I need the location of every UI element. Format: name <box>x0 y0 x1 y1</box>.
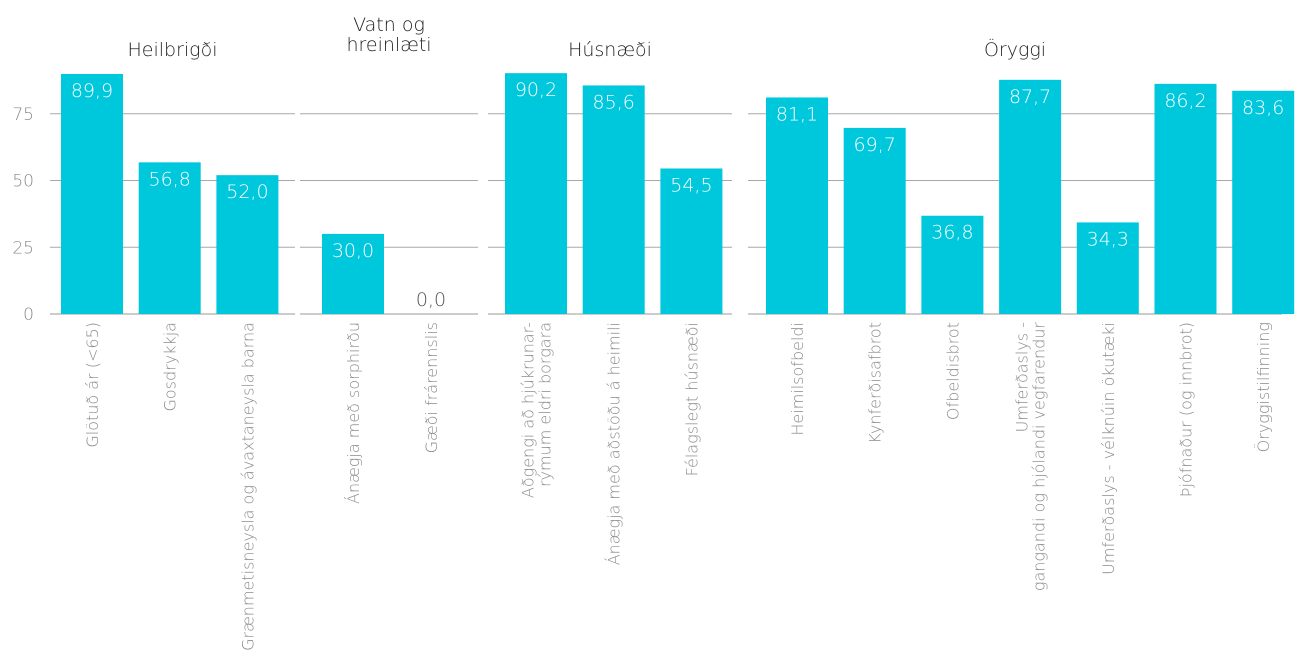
data-label: 87,7 <box>1009 86 1051 108</box>
data-label: 85,6 <box>593 91 635 113</box>
y-axis: 0 25 50 75 <box>12 105 34 325</box>
category-labels: Glötuð ár (<65) Gosdrykkja Grænmetisneysla… <box>83 322 1273 651</box>
data-label: 36,8 <box>931 222 973 244</box>
category-label: Umferðaslys - <box>1013 322 1032 432</box>
y-tick-label: 75 <box>12 105 34 125</box>
panel-title: Heilbrigði <box>128 39 218 61</box>
data-label: 52,0 <box>226 181 268 203</box>
category-label: Félagslegt húsnæði <box>682 322 701 476</box>
y-tick-label: 0 <box>23 305 34 325</box>
bars <box>61 73 1295 315</box>
category-label: Heimilsofbeldi <box>788 322 807 436</box>
category-label: Ánægja með aðstöðu á heimili <box>605 322 624 565</box>
category-label: Þjófnaður (og innbrot) <box>1177 322 1196 497</box>
bar <box>1076 222 1139 314</box>
category-label: rýmum eldri borgara <box>536 322 555 487</box>
data-label: 81,1 <box>776 103 818 125</box>
data-label: 56,8 <box>149 168 191 190</box>
category-label: Öryggistilfinning <box>1254 322 1273 452</box>
bar <box>61 73 123 314</box>
panel-title: Öryggi <box>984 38 1046 61</box>
category-label: Ánægja með sorphirðu <box>344 322 363 504</box>
bar <box>505 73 567 314</box>
data-label: 54,5 <box>670 174 712 196</box>
category-label: Aðgengi að hjúkrunar- <box>519 322 538 498</box>
data-label: 89,9 <box>71 80 113 102</box>
y-tick-label: 25 <box>12 238 34 258</box>
data-label: 69,7 <box>854 134 896 156</box>
panel-title: Vatn og <box>353 14 425 36</box>
panel-title: Húsnæði <box>568 39 652 61</box>
category-label: Kynferðisafbrot <box>866 322 885 443</box>
category-label: Gosdrykkja <box>161 322 180 412</box>
category-label: Glötuð ár (<65) <box>83 322 102 448</box>
data-label: 34,3 <box>1087 228 1129 250</box>
bar <box>660 168 723 314</box>
category-label: Ofbeldisbrot <box>943 322 962 420</box>
bar <box>322 233 384 314</box>
data-label: 90,2 <box>515 79 557 101</box>
bar <box>999 79 1062 314</box>
data-label: 0,0 <box>416 289 446 311</box>
bar <box>1232 90 1295 315</box>
y-tick-label: 50 <box>12 172 34 192</box>
bar <box>921 215 984 314</box>
bar <box>582 85 645 314</box>
data-label: 86,2 <box>1164 90 1206 112</box>
data-labels: 89,9 56,8 52,0 30,0 0,0 90,2 85,6 54,5 81,1 69,7 3… <box>71 79 1285 311</box>
bar <box>766 97 828 314</box>
bar <box>1154 83 1217 314</box>
bar <box>843 127 906 314</box>
category-label: Gæði frárennslis <box>422 322 441 453</box>
bar <box>138 162 201 314</box>
data-label: 30,0 <box>332 240 374 262</box>
category-label: gangandi og hjólandi vegfarendur <box>1030 322 1049 592</box>
data-label: 83,6 <box>1242 97 1284 119</box>
panel-title: hreinlæti <box>346 34 431 56</box>
bar <box>216 175 279 314</box>
category-label: Grænmetisneysla og ávaxtaneysla barna <box>238 322 257 651</box>
category-label: Umferðaslys - vélknúin ökutæki <box>1099 322 1118 575</box>
